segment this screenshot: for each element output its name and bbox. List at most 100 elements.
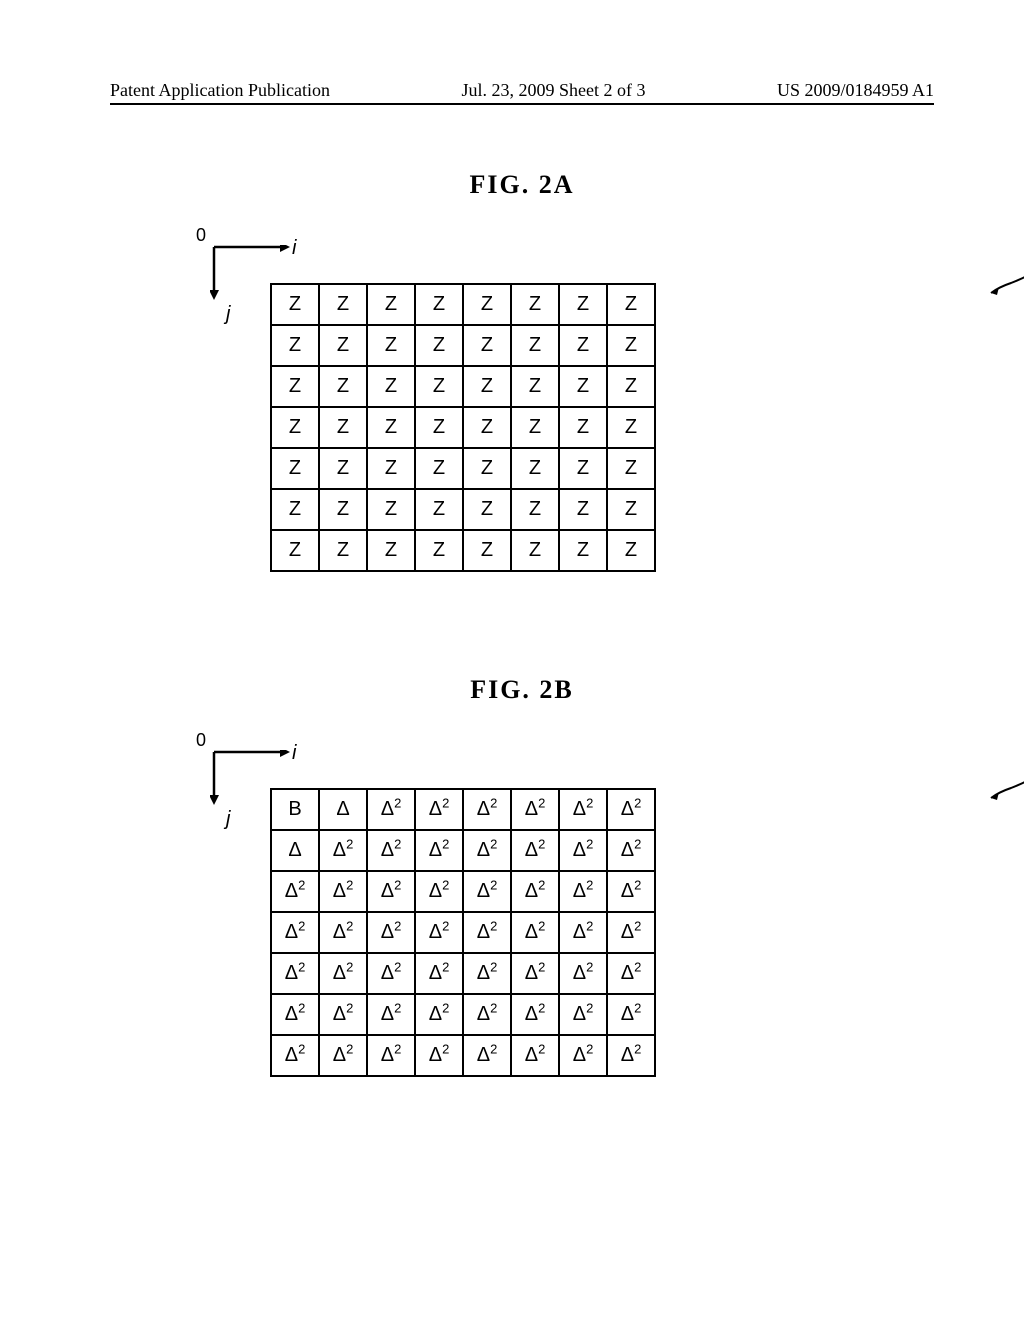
- grid-cell: Z: [607, 407, 655, 448]
- grid-cell: Z: [559, 407, 607, 448]
- grid-cell: Z: [415, 407, 463, 448]
- axis-origin-label: 0: [196, 225, 206, 246]
- grid-cell: Z: [367, 325, 415, 366]
- grid-cell: Δ2: [271, 912, 319, 953]
- grid-cell: Δ2: [367, 830, 415, 871]
- grid-cell: Z: [559, 325, 607, 366]
- diagram-2a: 0 i j ZZZZZZZZZZZZZZZZZZZZZZZZZZZZZZZZZZ…: [210, 245, 934, 585]
- grid-cell: Z: [319, 284, 367, 325]
- grid-cell: Z: [559, 530, 607, 571]
- grid-cell: Δ2: [559, 871, 607, 912]
- grid-cell: Δ2: [271, 871, 319, 912]
- axis-j-label: j: [226, 808, 230, 831]
- grid-cell: Δ2: [415, 994, 463, 1035]
- grid-cell: Δ2: [367, 912, 415, 953]
- grid-cell: Z: [367, 284, 415, 325]
- table-row: BΔΔ2Δ2Δ2Δ2Δ2Δ2: [271, 789, 655, 830]
- grid-cell: Z: [511, 366, 559, 407]
- grid-cell: Z: [607, 448, 655, 489]
- grid-cell: Δ2: [271, 994, 319, 1035]
- table-row: Δ2Δ2Δ2Δ2Δ2Δ2Δ2Δ2: [271, 994, 655, 1035]
- table-row: Δ2Δ2Δ2Δ2Δ2Δ2Δ2Δ2: [271, 953, 655, 994]
- grid-cell: Z: [319, 448, 367, 489]
- grid-cell: Z: [463, 448, 511, 489]
- grid-cell: Δ2: [463, 912, 511, 953]
- page-header: Patent Application Publication Jul. 23, …: [110, 80, 934, 105]
- grid-cell: Z: [607, 284, 655, 325]
- grid-cell: Z: [319, 366, 367, 407]
- grid-cell: Z: [367, 530, 415, 571]
- grid-cell: Δ: [319, 789, 367, 830]
- grid-cell: Z: [271, 407, 319, 448]
- grid-cell: Δ2: [607, 1035, 655, 1076]
- grid-cell: Δ2: [559, 953, 607, 994]
- grid-cell: Z: [415, 530, 463, 571]
- axis-origin-label: 0: [196, 730, 206, 751]
- grid-cell: Δ2: [415, 789, 463, 830]
- table-row: Δ2Δ2Δ2Δ2Δ2Δ2Δ2Δ2: [271, 912, 655, 953]
- grid-cell: Δ2: [463, 830, 511, 871]
- header-mid: Jul. 23, 2009 Sheet 2 of 3: [461, 80, 645, 101]
- grid-cell: Δ2: [319, 830, 367, 871]
- table-row: ZZZZZZZZ: [271, 448, 655, 489]
- grid-cell: Z: [415, 489, 463, 530]
- grid-cell: Δ2: [559, 1035, 607, 1076]
- grid-cell: Δ2: [607, 912, 655, 953]
- grid-cell: Δ2: [511, 912, 559, 953]
- grid-cell: Δ2: [463, 871, 511, 912]
- grid-cell: Δ2: [415, 871, 463, 912]
- grid-cell: Δ2: [511, 994, 559, 1035]
- table-row: ZZZZZZZZ: [271, 366, 655, 407]
- table-row: ZZZZZZZZ: [271, 530, 655, 571]
- grid-cell: Δ2: [271, 1035, 319, 1076]
- grid-cell: Δ2: [319, 953, 367, 994]
- table-row: Δ2Δ2Δ2Δ2Δ2Δ2Δ2Δ2: [271, 1035, 655, 1076]
- grid-table-2a: ZZZZZZZZZZZZZZZZZZZZZZZZZZZZZZZZZZZZZZZZ…: [270, 283, 656, 572]
- header-right: US 2009/0184959 A1: [777, 80, 934, 101]
- grid-cell: B: [271, 789, 319, 830]
- grid-cell: Δ2: [319, 1035, 367, 1076]
- grid-cell: Z: [463, 284, 511, 325]
- grid-cell: Δ2: [607, 830, 655, 871]
- grid-cell: Z: [607, 530, 655, 571]
- table-row: ZZZZZZZZ: [271, 284, 655, 325]
- table-row: Δ2Δ2Δ2Δ2Δ2Δ2Δ2Δ2: [271, 871, 655, 912]
- axis-i-label: i: [292, 742, 296, 765]
- grid-cell: Z: [559, 284, 607, 325]
- grid-cell: Z: [511, 407, 559, 448]
- grid-cell: Δ2: [415, 1035, 463, 1076]
- grid-cell: Δ2: [559, 830, 607, 871]
- figure-2b: FIG. 2B 0 i j BΔΔ2Δ2Δ2Δ2Δ2Δ2ΔΔ2Δ2Δ2Δ2Δ2Δ…: [110, 675, 934, 1090]
- grid-cell: Δ2: [511, 1035, 559, 1076]
- table-row: ΔΔ2Δ2Δ2Δ2Δ2Δ2Δ2: [271, 830, 655, 871]
- grid-cell: Z: [511, 325, 559, 366]
- grid-cell: Δ2: [559, 912, 607, 953]
- grid-cell: Δ2: [319, 871, 367, 912]
- grid-cell: Δ2: [511, 871, 559, 912]
- grid-cell: Δ2: [463, 789, 511, 830]
- grid-cell: Z: [415, 325, 463, 366]
- grid-cell: Δ2: [559, 789, 607, 830]
- grid-cell: Z: [559, 366, 607, 407]
- grid-cell: Δ2: [367, 789, 415, 830]
- figure-2a: FIG. 2A 0 i j ZZZZZZZZZZZZZZZZZZZZZZZZZZ…: [110, 170, 934, 585]
- grid-cell: Z: [367, 366, 415, 407]
- grid-cell: Z: [271, 530, 319, 571]
- grid-cell: Z: [271, 366, 319, 407]
- grid-cell: Z: [511, 489, 559, 530]
- grid-cell: Z: [271, 325, 319, 366]
- grid-cell: Δ2: [463, 953, 511, 994]
- diagram-2b: 0 i j BΔΔ2Δ2Δ2Δ2Δ2Δ2ΔΔ2Δ2Δ2Δ2Δ2Δ2Δ2Δ2Δ2Δ…: [210, 750, 934, 1090]
- leader-line-icon: [989, 273, 1024, 297]
- grid-cell: Δ2: [319, 912, 367, 953]
- grid-cell: Δ2: [511, 789, 559, 830]
- grid-cell: Z: [367, 489, 415, 530]
- grid-table-2b: BΔΔ2Δ2Δ2Δ2Δ2Δ2ΔΔ2Δ2Δ2Δ2Δ2Δ2Δ2Δ2Δ2Δ2Δ2Δ2Δ…: [270, 788, 656, 1077]
- grid-cell: Δ2: [271, 953, 319, 994]
- table-row: ZZZZZZZZ: [271, 407, 655, 448]
- figure-title: FIG. 2A: [110, 170, 934, 200]
- grid-cell: Z: [511, 530, 559, 571]
- grid-cell: Z: [511, 284, 559, 325]
- grid-cell: Z: [367, 407, 415, 448]
- grid-cell: Z: [319, 530, 367, 571]
